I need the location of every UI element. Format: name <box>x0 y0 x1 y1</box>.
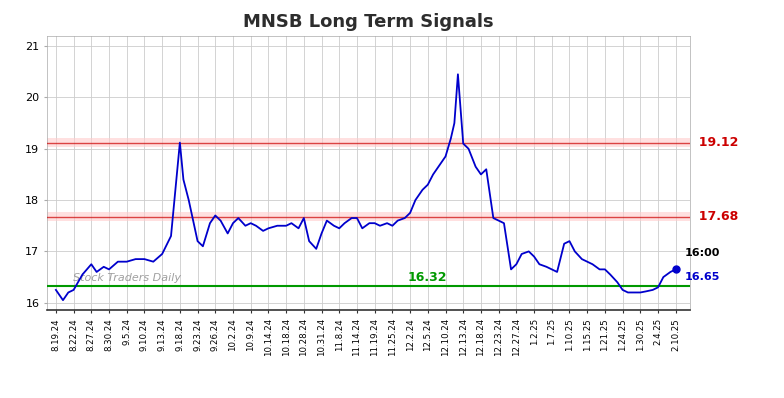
Title: MNSB Long Term Signals: MNSB Long Term Signals <box>243 14 494 31</box>
Bar <box>47 212 690 221</box>
Text: 16.65: 16.65 <box>684 272 720 282</box>
Text: 16:00: 16:00 <box>684 248 720 258</box>
Text: 16.32: 16.32 <box>408 271 448 284</box>
Text: 17.68: 17.68 <box>690 210 739 223</box>
Text: Stock Traders Daily: Stock Traders Daily <box>73 273 181 283</box>
Bar <box>47 138 690 147</box>
Text: 19.12: 19.12 <box>690 136 739 149</box>
